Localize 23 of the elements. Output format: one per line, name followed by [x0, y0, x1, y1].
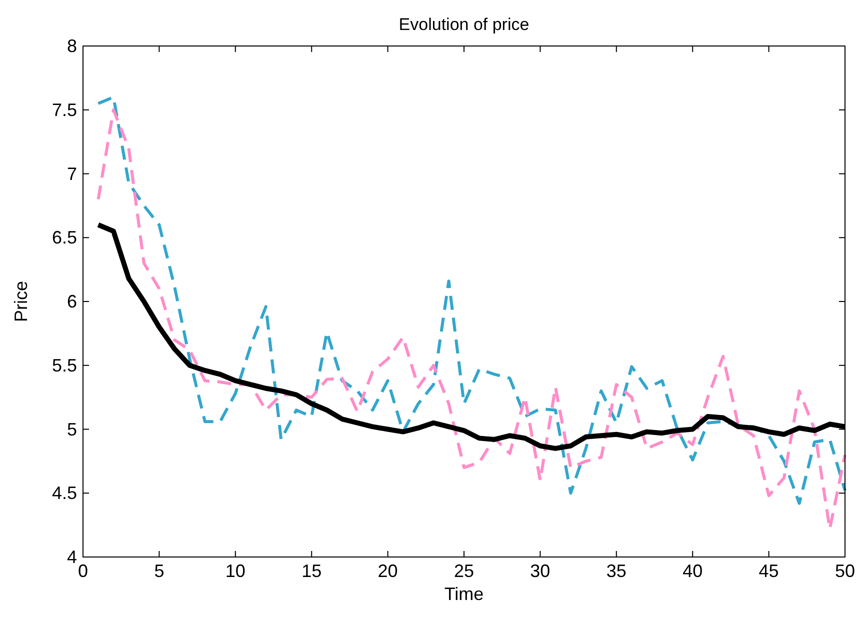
chart-title: Evolution of price [398, 15, 530, 34]
y-tick-label: 5.5 [52, 355, 77, 376]
x-tick-label: 25 [454, 561, 474, 581]
y-axis-title: Price [11, 280, 31, 322]
y-tick-label: 7.5 [52, 100, 77, 120]
x-tick-label: 35 [606, 561, 626, 581]
x-tick-label: 20 [378, 561, 398, 581]
y-tick-label: 7 [66, 164, 77, 184]
x-tick-label: 0 [78, 561, 88, 581]
y-tick-label: 5 [66, 419, 77, 440]
y-tick-label: 6 [66, 292, 77, 312]
x-tick-label: 5 [154, 561, 164, 581]
y-tick-label: 6.5 [52, 228, 77, 248]
y-tick-label: 4.5 [52, 483, 77, 504]
x-axis-title: Time [444, 584, 484, 604]
y-tick-label: 8 [66, 36, 77, 56]
y-tick-label: 4 [66, 547, 77, 567]
x-tick-label: 45 [758, 561, 779, 581]
x-tick-label: 40 [682, 561, 703, 581]
x-tick-label: 50 [834, 561, 856, 581]
x-tick-label: 15 [302, 561, 322, 581]
x-tick-label: 30 [530, 561, 550, 581]
x-tick-label: 10 [225, 561, 246, 581]
